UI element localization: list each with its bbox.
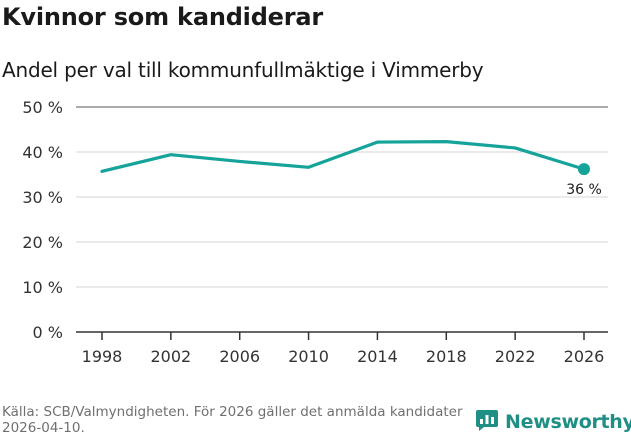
y-tick-label-30: 30 % bbox=[22, 188, 63, 207]
end-point-label: 36 % bbox=[566, 182, 602, 198]
y-tick-label-10: 10 % bbox=[22, 278, 63, 297]
y-tick-label-0: 0 % bbox=[33, 323, 63, 342]
x-tick-label-2002: 2002 bbox=[150, 347, 191, 366]
y-tick-label-40: 40 % bbox=[22, 143, 63, 162]
series-line-andel-kvinnor bbox=[100, 140, 586, 173]
chart-title: Kvinnor som kandiderar bbox=[2, 3, 324, 31]
source-note: Källa: SCB/Valmyndigheten. För 2026 gäll… bbox=[2, 404, 463, 436]
x-tick-label-2014: 2014 bbox=[357, 347, 398, 366]
x-tick-label-2018: 2018 bbox=[426, 347, 467, 366]
brand-name: Newsworthy bbox=[505, 411, 631, 433]
x-tick-label-2026: 2026 bbox=[564, 347, 605, 366]
newsworthy-icon bbox=[475, 408, 499, 436]
line-chart: 0 % 10 % 20 % 30 % 40 % 50 % 1998 2002 2006 2010 2… bbox=[22, 98, 608, 366]
x-tick-label-2010: 2010 bbox=[288, 347, 329, 366]
y-tick-label-50: 50 % bbox=[22, 98, 63, 117]
x-tick-label-2022: 2022 bbox=[495, 347, 536, 366]
y-tick-label-20: 20 % bbox=[22, 233, 63, 252]
chart-subtitle: Andel per val till kommunfullmäktige i V… bbox=[2, 58, 484, 82]
x-tick-label-2006: 2006 bbox=[219, 347, 260, 366]
x-tick-label-1998: 1998 bbox=[82, 347, 123, 366]
newsworthy-logo: Newsworthy bbox=[475, 408, 631, 436]
end-point-marker bbox=[578, 163, 590, 176]
